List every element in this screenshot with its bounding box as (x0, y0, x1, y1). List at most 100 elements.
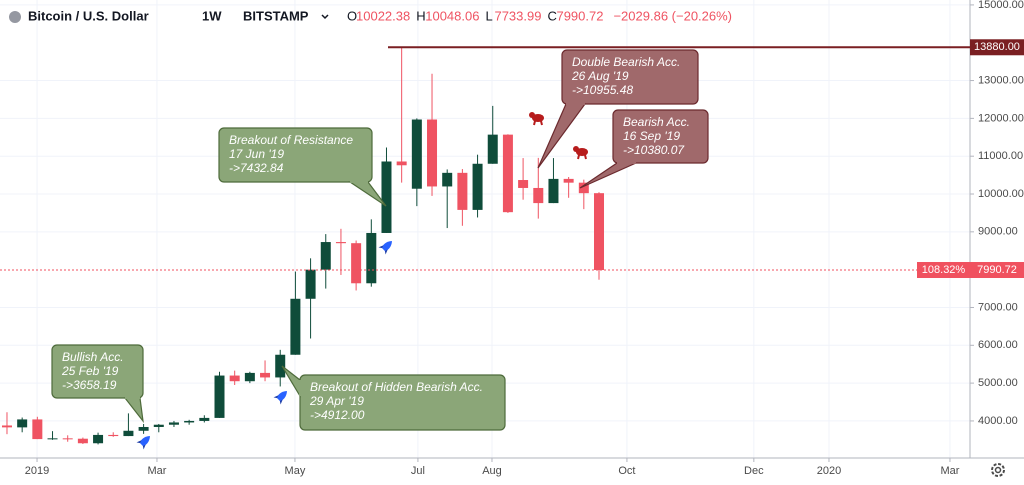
x-tick-label: Mar (147, 465, 166, 477)
candle-body (77, 438, 88, 444)
y-tick-label: 13000.00 (978, 74, 1024, 86)
callout-text: 25 Feb '19 (61, 364, 119, 378)
bear-icon (529, 112, 544, 126)
candle-body (351, 243, 362, 284)
rocket-icon (136, 436, 150, 450)
candle-body (275, 354, 286, 378)
rocket-icon (378, 241, 392, 255)
bear-head (529, 112, 535, 118)
callout-text: 16 Sep '19 (623, 129, 680, 143)
bear-legs (533, 120, 543, 126)
candle-body (381, 161, 392, 233)
callout: Bullish Acc.25 Feb '19->3658.19 (51, 344, 144, 424)
candle-body (17, 419, 28, 428)
interval[interactable]: 1W (202, 8, 222, 23)
chevron[interactable] (321, 14, 329, 20)
y-tick-label: 12000.00 (978, 112, 1024, 124)
candle-body (442, 172, 453, 187)
exchange[interactable]: BITSTAMP (243, 8, 309, 23)
candle-body (244, 372, 255, 382)
candle-body (168, 422, 179, 425)
candle-body (335, 242, 346, 244)
candle-body (578, 182, 589, 194)
candle-body (93, 434, 104, 444)
ohlc-value: 10048.06 (425, 8, 479, 23)
rocket-fins (273, 395, 283, 405)
candle-body (153, 424, 164, 427)
callout-text: Bearish Acc. (623, 115, 690, 129)
callout-text: ->4912.00 (310, 408, 365, 422)
callout-text: ->10380.07 (623, 143, 685, 157)
y-tick-label: 10000.00 (978, 188, 1024, 200)
candle-body (199, 417, 210, 421)
candle-body (32, 419, 43, 440)
y-tick-label: 7000.00 (978, 301, 1018, 313)
x-tick-label: 2019 (25, 465, 49, 477)
callout-box (612, 109, 709, 164)
callout-text: Double Bearish Acc. (572, 55, 680, 69)
bear-body (576, 148, 588, 156)
candle-body (396, 161, 407, 166)
symbol[interactable]: Bitcoin / U.S. Dollar (28, 8, 149, 23)
candle-body (366, 232, 377, 284)
callout-box (561, 49, 699, 105)
callout-text: Breakout of Resistance (229, 133, 353, 147)
settings-icon[interactable] (991, 463, 1005, 477)
candle-body (229, 375, 240, 382)
level-tag (970, 39, 1024, 56)
callout-box (218, 127, 373, 183)
candle-body (457, 172, 468, 210)
candle-body (533, 187, 544, 204)
candle-body (594, 193, 605, 271)
ohlc-label: O (347, 8, 357, 23)
price-change-label: 108.32% (922, 264, 966, 276)
bear-head (573, 146, 579, 152)
x-tick-label: Oct (618, 465, 635, 477)
ohlc-value: 7990.72 (556, 8, 603, 23)
y-tick-label: 5000.00 (978, 377, 1018, 389)
candle-body (427, 119, 438, 187)
plot (1, 47, 605, 445)
candle-body (563, 178, 574, 183)
level-label: 13880.00 (974, 41, 1020, 53)
price-change-tag (917, 262, 970, 279)
candle-body (411, 119, 422, 189)
callout: Breakout of Hidden Bearish Acc.29 Apr '1… (281, 365, 506, 431)
x-tick-label: Jul (411, 465, 425, 477)
rocket-fins (378, 245, 388, 255)
y-tick-label: 4000.00 (978, 415, 1018, 427)
candle-body (472, 163, 483, 210)
callout-text: Breakout of Hidden Bearish Acc. (310, 380, 483, 394)
x-tick-label: May (285, 465, 306, 477)
y-tick-label: 9000.00 (978, 226, 1018, 238)
rocket-fins (136, 440, 146, 450)
ohlc-label: H (416, 8, 425, 23)
ohlc-value: 7733.99 (494, 8, 541, 23)
candle-body (260, 372, 271, 378)
callout-text: ->7432.84 (229, 161, 284, 175)
candle-body (214, 375, 225, 418)
candle-body (305, 269, 316, 299)
bear-icon (573, 146, 588, 160)
y-tick-label: 11000.00 (978, 150, 1023, 162)
callout-text: 26 Aug '19 (571, 69, 629, 83)
rocket-body (140, 436, 150, 446)
candle-body (47, 438, 58, 440)
symbol-icon[interactable] (9, 11, 21, 23)
price-label: 7990.72 (977, 264, 1017, 276)
callout-text: Bullish Acc. (62, 350, 124, 364)
ohlc-label: C (547, 8, 556, 23)
candle-body (290, 298, 301, 355)
candle-body (518, 180, 529, 188)
y-tick-label: 6000.00 (978, 339, 1018, 351)
x-tick-label: Dec (744, 465, 764, 477)
ohlc-value: 10022.38 (356, 8, 410, 23)
callout-text: ->10955.48 (572, 83, 633, 97)
x-tick-label: 2020 (817, 465, 841, 477)
candle-body (62, 438, 73, 440)
price-change: −2029.86 (−20.26%) (613, 8, 732, 23)
rocket-body (277, 391, 287, 401)
candle-body (184, 420, 195, 423)
